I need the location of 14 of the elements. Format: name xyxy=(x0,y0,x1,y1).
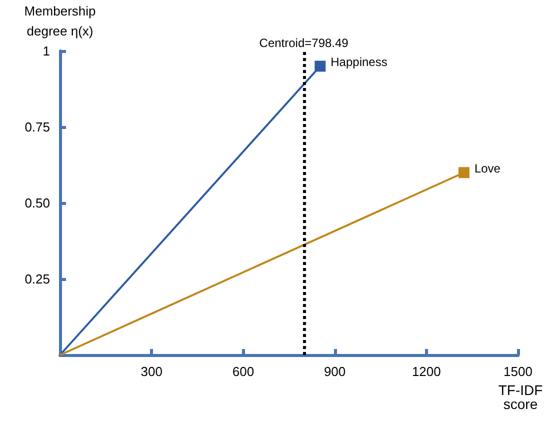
y-axis-title: Membership degree η(x) xyxy=(24,4,96,38)
y-tick-label: 0.50 xyxy=(24,196,50,210)
y-tick-label: 0.75 xyxy=(24,120,50,134)
x-tick-label: 1500 xyxy=(504,364,532,379)
y-tick-label: 0.25 xyxy=(24,272,50,286)
x-axis-title: TF-IDF score xyxy=(498,382,543,412)
series-label: Happiness xyxy=(330,55,388,70)
x-tick-label: 900 xyxy=(324,364,346,379)
x-tick-label: 300 xyxy=(140,364,162,379)
x-tick-label: 1200 xyxy=(412,364,441,379)
y-tick-label: 1 xyxy=(42,44,50,58)
x-tick-label: 600 xyxy=(232,364,254,379)
series-label: Love xyxy=(474,162,501,176)
ref-line-label: Centroid=798.49 xyxy=(259,36,349,50)
